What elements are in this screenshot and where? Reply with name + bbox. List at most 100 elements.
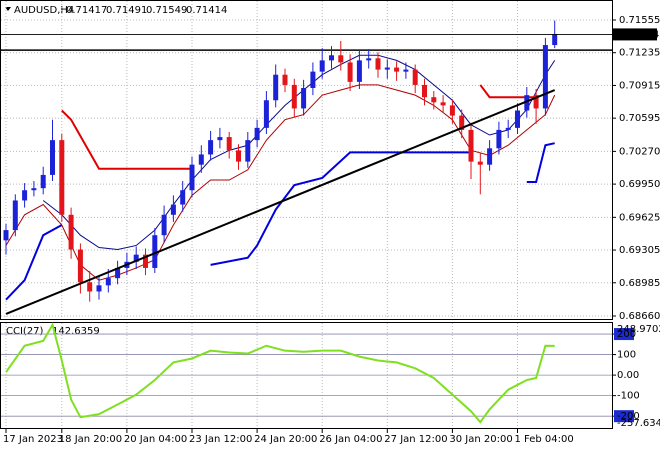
candle-body bbox=[152, 235, 158, 268]
candle-body bbox=[77, 249, 83, 283]
candle-body bbox=[68, 214, 74, 250]
candle-body bbox=[533, 95, 539, 109]
y-tick-label: 0.70270 bbox=[619, 146, 660, 157]
candle-body bbox=[319, 60, 325, 72]
candle-body bbox=[180, 190, 186, 205]
label-box bbox=[614, 328, 634, 341]
candle-body bbox=[356, 60, 362, 82]
candle-body bbox=[96, 285, 102, 292]
ohlc-value: 0.71549 bbox=[146, 5, 187, 16]
candle-body bbox=[505, 127, 511, 130]
cci-last: 142.6359 bbox=[52, 326, 100, 337]
x-tick-label: 24 Jan 20:00 bbox=[254, 434, 317, 445]
cci-name: CCI(27) bbox=[6, 326, 44, 337]
y-tick-label: 0.69625 bbox=[619, 212, 660, 223]
candle-body bbox=[291, 84, 297, 109]
candle-body bbox=[329, 55, 334, 61]
candle-body bbox=[226, 137, 232, 151]
candle-body bbox=[217, 137, 223, 141]
trendline bbox=[5, 89, 556, 315]
indicator-line bbox=[5, 142, 555, 301]
candle-body bbox=[347, 62, 353, 82]
candle-body bbox=[263, 100, 269, 128]
candle-body bbox=[198, 154, 204, 165]
candle-body bbox=[189, 164, 195, 191]
cci-range-label: -257.634 bbox=[617, 418, 660, 429]
candle-body bbox=[40, 174, 46, 189]
candle-body bbox=[310, 71, 316, 88]
candle-body bbox=[245, 140, 251, 162]
candle-body bbox=[31, 188, 37, 191]
candle-body bbox=[375, 58, 381, 70]
x-tick-label: 30 Jan 20:00 bbox=[449, 434, 512, 445]
y-tick-label: 0.70915 bbox=[619, 80, 660, 91]
candle-body bbox=[542, 45, 548, 109]
candle-body bbox=[394, 67, 400, 72]
x-tick-label: 17 Jan 2023 bbox=[3, 434, 63, 445]
candle-body bbox=[50, 140, 55, 175]
candle-body bbox=[115, 267, 121, 279]
y-tick-label: 0.71555 bbox=[619, 15, 660, 26]
candle-body bbox=[552, 34, 558, 46]
candle-body bbox=[105, 278, 111, 286]
candle-body bbox=[515, 110, 520, 128]
x-tick-label: 20 Jan 04:00 bbox=[124, 434, 187, 445]
candle-body bbox=[143, 254, 148, 268]
x-tick-label: 23 Jan 12:00 bbox=[189, 434, 252, 445]
menu-arrow bbox=[5, 7, 11, 11]
x-tick-label: 1 Feb 04:00 bbox=[515, 434, 574, 445]
candle-body bbox=[87, 282, 93, 292]
cci-line bbox=[5, 322, 555, 424]
candle-body bbox=[403, 69, 409, 72]
candle-body bbox=[440, 102, 446, 106]
candle-body bbox=[524, 95, 530, 111]
candle-body bbox=[282, 74, 288, 85]
cci-tick-label: 0.00 bbox=[617, 370, 639, 381]
candle-body bbox=[254, 127, 260, 141]
candle-body bbox=[468, 129, 474, 162]
y-tick-label: 0.68660 bbox=[619, 311, 660, 322]
candle-body bbox=[3, 230, 9, 241]
indicator-line bbox=[61, 84, 537, 170]
cci-range-label: 248.9702 bbox=[617, 324, 660, 335]
candle-body bbox=[449, 105, 455, 116]
main-frame bbox=[0, 0, 613, 320]
x-tick-label: 27 Jan 12:00 bbox=[384, 434, 447, 445]
candle-body bbox=[459, 115, 465, 130]
label-box bbox=[614, 410, 634, 423]
candle-body bbox=[496, 129, 502, 149]
ohlc-value: 0.71417 bbox=[66, 5, 107, 16]
candle-body bbox=[208, 140, 214, 155]
ohlc-value: 0.71414 bbox=[186, 5, 227, 16]
y-tick-label: 0.69305 bbox=[619, 245, 660, 256]
candle-body bbox=[338, 55, 344, 63]
candle-body bbox=[12, 200, 18, 231]
candle-body bbox=[301, 87, 307, 109]
x-tick-label: 26 Jan 04:00 bbox=[319, 434, 382, 445]
candle-body bbox=[422, 84, 427, 98]
candle-body bbox=[384, 67, 390, 70]
candle-body bbox=[487, 148, 493, 165]
candle-body bbox=[161, 214, 167, 236]
y-tick-label: 0.68985 bbox=[619, 278, 660, 289]
candle-body bbox=[59, 140, 65, 215]
candle-body bbox=[133, 254, 139, 262]
candle-body bbox=[366, 58, 372, 61]
candle-body bbox=[477, 161, 483, 165]
y-tick-label: 0.71235 bbox=[619, 48, 660, 59]
x-tick-label: 18 Jan 20:00 bbox=[59, 434, 122, 445]
y-tick-label: 0.70595 bbox=[619, 113, 660, 124]
candle-body bbox=[431, 97, 437, 103]
candle-body bbox=[236, 150, 241, 162]
candle-body bbox=[273, 74, 279, 101]
candle-body bbox=[22, 190, 28, 201]
price-box bbox=[613, 28, 657, 41]
symbol: AUDUSD,H4 bbox=[14, 5, 74, 16]
y-tick-label: 0.69950 bbox=[619, 179, 660, 190]
current-price: 0.71414 bbox=[618, 29, 659, 40]
cci-tick-label: -200 bbox=[617, 411, 640, 422]
candle-body bbox=[412, 69, 418, 85]
cci-tick-label: 200 bbox=[617, 329, 636, 340]
